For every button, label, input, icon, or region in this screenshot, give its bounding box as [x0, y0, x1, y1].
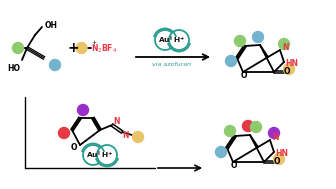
- Text: O: O: [274, 157, 280, 167]
- Circle shape: [76, 43, 87, 53]
- Circle shape: [268, 128, 280, 139]
- Circle shape: [251, 122, 261, 132]
- Text: O: O: [284, 67, 290, 77]
- Circle shape: [49, 60, 60, 70]
- Circle shape: [215, 146, 226, 157]
- Text: N: N: [122, 132, 128, 140]
- Circle shape: [243, 121, 253, 132]
- Circle shape: [155, 30, 175, 50]
- Text: O: O: [231, 161, 237, 170]
- Circle shape: [252, 32, 263, 43]
- Circle shape: [279, 39, 290, 50]
- Circle shape: [132, 132, 143, 143]
- Circle shape: [83, 145, 103, 165]
- Text: +: +: [67, 41, 79, 55]
- Circle shape: [169, 30, 189, 50]
- Text: HO: HO: [7, 64, 20, 73]
- Text: O: O: [71, 143, 77, 153]
- Text: +: +: [91, 40, 96, 46]
- Circle shape: [224, 125, 236, 136]
- Text: N: N: [113, 118, 120, 126]
- Circle shape: [58, 128, 70, 139]
- Text: N: N: [272, 133, 279, 143]
- Circle shape: [97, 145, 117, 165]
- Circle shape: [225, 56, 237, 67]
- Circle shape: [235, 36, 246, 46]
- Text: Au$^\mathregular{I}$: Au$^\mathregular{I}$: [86, 149, 100, 161]
- Text: H$^\mathregular{+}$: H$^\mathregular{+}$: [101, 150, 113, 160]
- Circle shape: [78, 105, 88, 115]
- Text: HN: HN: [275, 149, 288, 157]
- Text: HN: HN: [285, 59, 298, 67]
- Text: N$_2$BF$_4$: N$_2$BF$_4$: [91, 43, 117, 55]
- Circle shape: [12, 43, 24, 53]
- Circle shape: [284, 64, 294, 74]
- Text: via azofuran: via azofuran: [153, 63, 192, 67]
- Text: N: N: [282, 43, 289, 53]
- Text: OH: OH: [45, 22, 58, 30]
- Text: Au$^\mathregular{I}$: Au$^\mathregular{I}$: [158, 34, 172, 46]
- Text: H$^\mathregular{+}$: H$^\mathregular{+}$: [173, 35, 185, 45]
- Circle shape: [274, 153, 285, 164]
- Text: O: O: [241, 71, 247, 81]
